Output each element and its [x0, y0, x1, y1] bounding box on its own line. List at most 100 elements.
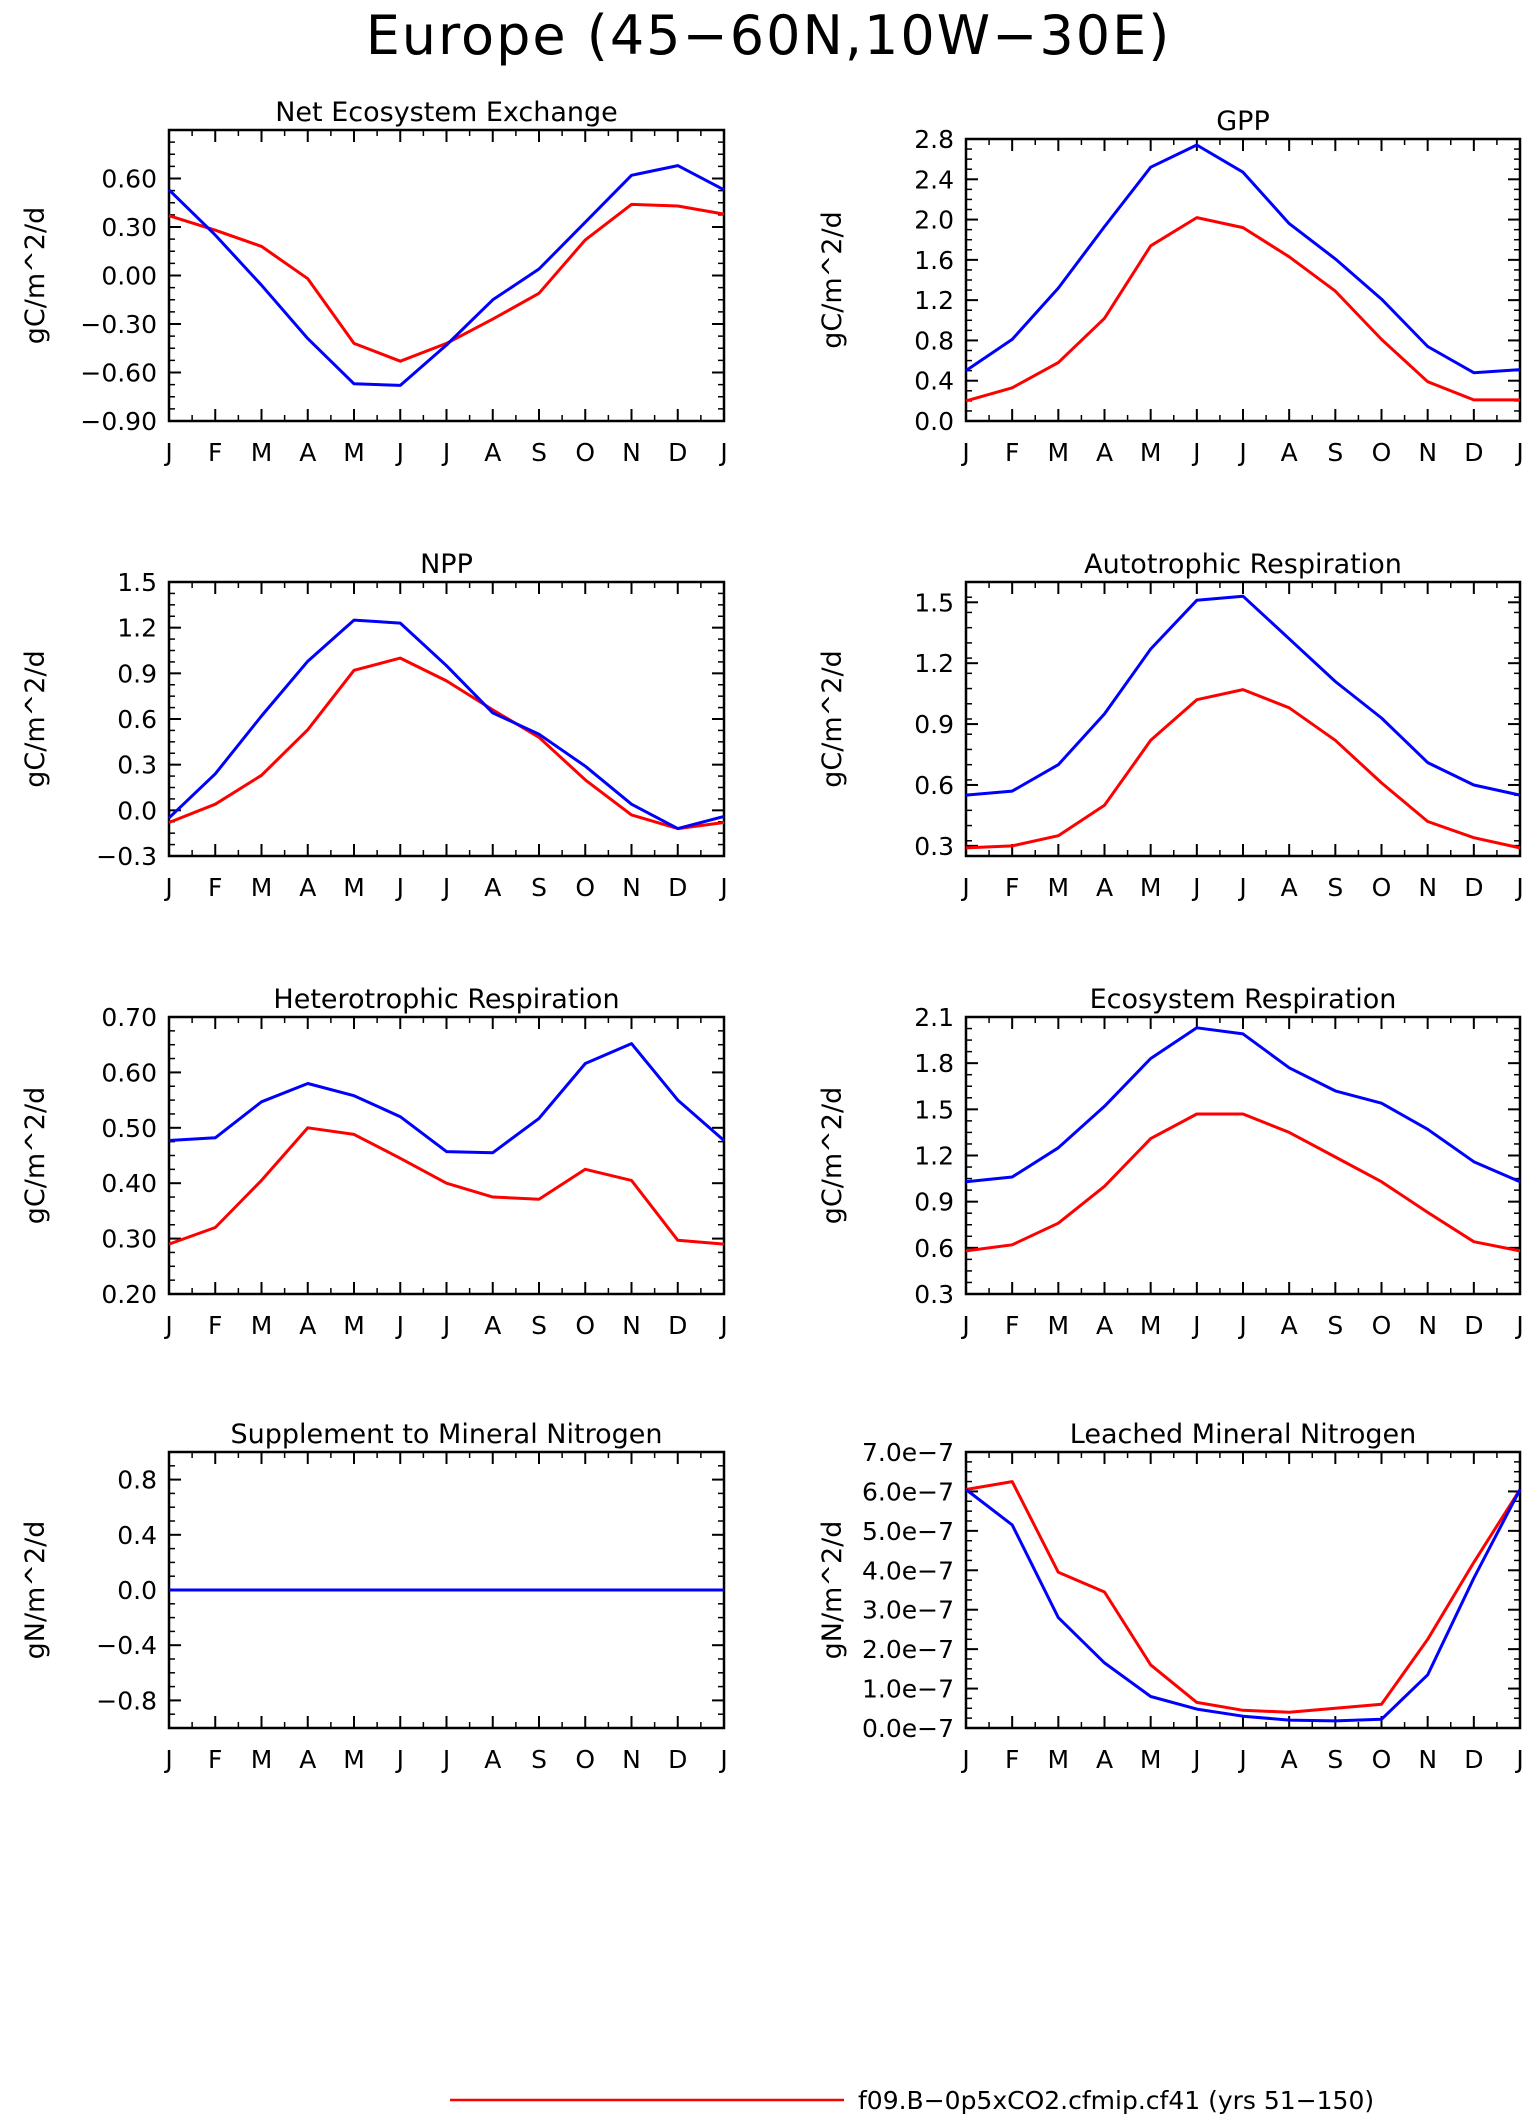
x-tick-label: O: [575, 438, 595, 467]
y-tick-label: 0.9: [914, 710, 954, 739]
x-tick-label: J: [163, 1311, 172, 1340]
y-tick-label: 1.5: [914, 588, 954, 617]
x-tick-label: D: [668, 1311, 687, 1340]
chart-title: Leached Mineral Nitrogen: [1070, 1419, 1416, 1450]
y-tick-label: 5.0e−7: [862, 1517, 954, 1546]
chart-panel-2: J F M A M J J A S O N D J0.00.40.81.21.62.02.42.8gC/…: [817, 106, 1524, 467]
y-tick-label: 0.6: [914, 1234, 954, 1263]
x-tick-label: S: [531, 1311, 547, 1340]
x-tick-label: S: [531, 1745, 547, 1774]
y-axis-label: gC/m^2/d: [817, 1087, 848, 1224]
y-tick-label: −0.3: [96, 842, 157, 871]
series-line-1: [965, 688, 1521, 850]
x-tick-label: S: [1327, 1745, 1343, 1774]
x-tick-label: J: [441, 873, 450, 902]
x-tick-label: J: [395, 1745, 404, 1774]
x-tick-label: J: [395, 873, 404, 902]
x-tick-label: A: [1281, 1745, 1298, 1774]
y-tick-label: 0.6: [914, 771, 954, 800]
x-tick-label: A: [1096, 438, 1113, 467]
plot-frame: [964, 1450, 1522, 1730]
x-tick-label: M: [1048, 438, 1070, 467]
x-tick-label: A: [299, 873, 316, 902]
y-axis-label: gC/m^2/d: [20, 1087, 51, 1224]
x-tick-label: A: [1096, 1311, 1113, 1340]
x-tick-label: O: [1372, 1745, 1392, 1774]
y-tick-label: 1.6: [914, 246, 954, 275]
plot-frame: [964, 137, 1522, 423]
y-tick-label: 0.60: [101, 1058, 157, 1087]
y-tick-label: 0.3: [914, 832, 954, 861]
series-line-2: [965, 1488, 1522, 1723]
x-tick-label: S: [1327, 438, 1343, 467]
x-tick-label: A: [299, 1745, 316, 1774]
y-tick-label: 1.8: [914, 1049, 954, 1078]
y-tick-label: 1.2: [914, 286, 954, 315]
y-tick-label: 0.6: [117, 705, 157, 734]
x-tick-label: A: [484, 1745, 501, 1774]
x-tick-label: J: [718, 873, 727, 902]
series-line-1: [965, 216, 1520, 403]
x-tick-label: J: [1514, 1311, 1523, 1340]
y-axis-label: gC/m^2/d: [817, 650, 848, 787]
y-tick-label: −0.8: [96, 1686, 157, 1715]
x-tick-label: M: [1140, 438, 1162, 467]
x-tick-label: J: [163, 438, 172, 467]
x-tick-label: A: [1281, 873, 1298, 902]
x-tick-label: M: [251, 1745, 273, 1774]
x-tick-label: M: [1048, 873, 1070, 902]
x-tick-label: M: [343, 873, 365, 902]
x-tick-label: J: [718, 438, 727, 467]
x-tick-label: M: [1048, 1745, 1070, 1774]
series-line-2: [167, 164, 725, 387]
x-tick-label: M: [343, 1311, 365, 1340]
x-tick-label: D: [1464, 873, 1483, 902]
x-tick-label: A: [1281, 438, 1298, 467]
chart-panel-4: J F M A M J J A S O N D J0.30.60.91.21.5gC/m^2/dAuto…: [817, 549, 1524, 902]
series-line-2: [965, 594, 1521, 797]
y-tick-label: 0.4: [117, 1521, 157, 1550]
x-tick-label: O: [575, 873, 595, 902]
chart-panel-6: J F M A M J J A S O N D J0.30.60.91.21.51.82.1gC/m^2…: [817, 984, 1524, 1340]
plot-frame: [964, 1015, 1522, 1296]
y-tick-label: 2.8: [914, 125, 954, 154]
x-tick-label: S: [531, 438, 547, 467]
y-tick-label: 3.0e−7: [862, 1596, 954, 1625]
chart-title: GPP: [1216, 106, 1270, 137]
x-tick-label: N: [1418, 1745, 1437, 1774]
page-title: Europe (45−60N,10W−30E): [365, 4, 1172, 67]
y-axis-label: gN/m^2/d: [817, 1521, 848, 1660]
y-axis-label: gC/m^2/d: [20, 650, 51, 787]
x-tick-label: J: [960, 438, 969, 467]
chart-title: Ecosystem Respiration: [1090, 984, 1397, 1015]
series-line-1: [168, 1126, 725, 1246]
x-tick-label: N: [622, 873, 641, 902]
x-tick-label: J: [1191, 873, 1200, 902]
y-tick-label: 0.60: [101, 165, 157, 194]
x-tick-label: O: [575, 1745, 595, 1774]
y-tick-label: 2.0e−7: [862, 1635, 954, 1664]
x-tick-label: N: [1418, 1311, 1437, 1340]
x-tick-label: M: [1140, 873, 1162, 902]
x-tick-label: J: [1191, 1311, 1200, 1340]
x-tick-label: D: [1464, 1745, 1483, 1774]
y-tick-label: 0.50: [101, 1114, 157, 1143]
x-tick-label: M: [251, 1311, 273, 1340]
y-tick-label: 2.1: [914, 1003, 954, 1032]
plot-frame: [964, 580, 1522, 858]
x-tick-label: F: [208, 1745, 222, 1774]
x-tick-label: J: [163, 1745, 172, 1774]
x-tick-label: F: [1005, 873, 1019, 902]
x-tick-label: M: [1048, 1311, 1070, 1340]
x-tick-label: J: [441, 438, 450, 467]
x-tick-label: O: [1372, 438, 1392, 467]
x-tick-label: J: [960, 1311, 969, 1340]
x-tick-label: A: [484, 1311, 501, 1340]
x-tick-label: N: [1418, 438, 1437, 467]
x-tick-label: J: [1514, 438, 1523, 467]
x-tick-label: O: [1372, 873, 1392, 902]
x-tick-label: S: [531, 873, 547, 902]
plot-frame: [167, 1015, 726, 1296]
x-tick-label: J: [441, 1311, 450, 1340]
